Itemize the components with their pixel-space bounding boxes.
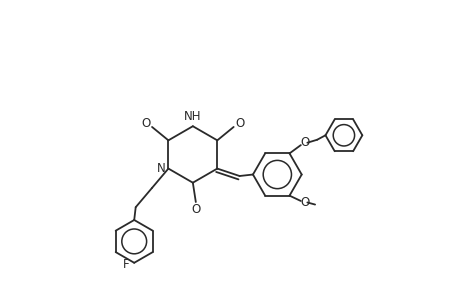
Text: NH: NH [184, 110, 201, 123]
Text: F: F [122, 258, 129, 271]
Text: O: O [300, 136, 309, 149]
Text: O: O [140, 118, 150, 130]
Text: N: N [156, 162, 165, 175]
Text: O: O [300, 196, 309, 209]
Text: O: O [191, 203, 200, 216]
Text: O: O [235, 118, 244, 130]
